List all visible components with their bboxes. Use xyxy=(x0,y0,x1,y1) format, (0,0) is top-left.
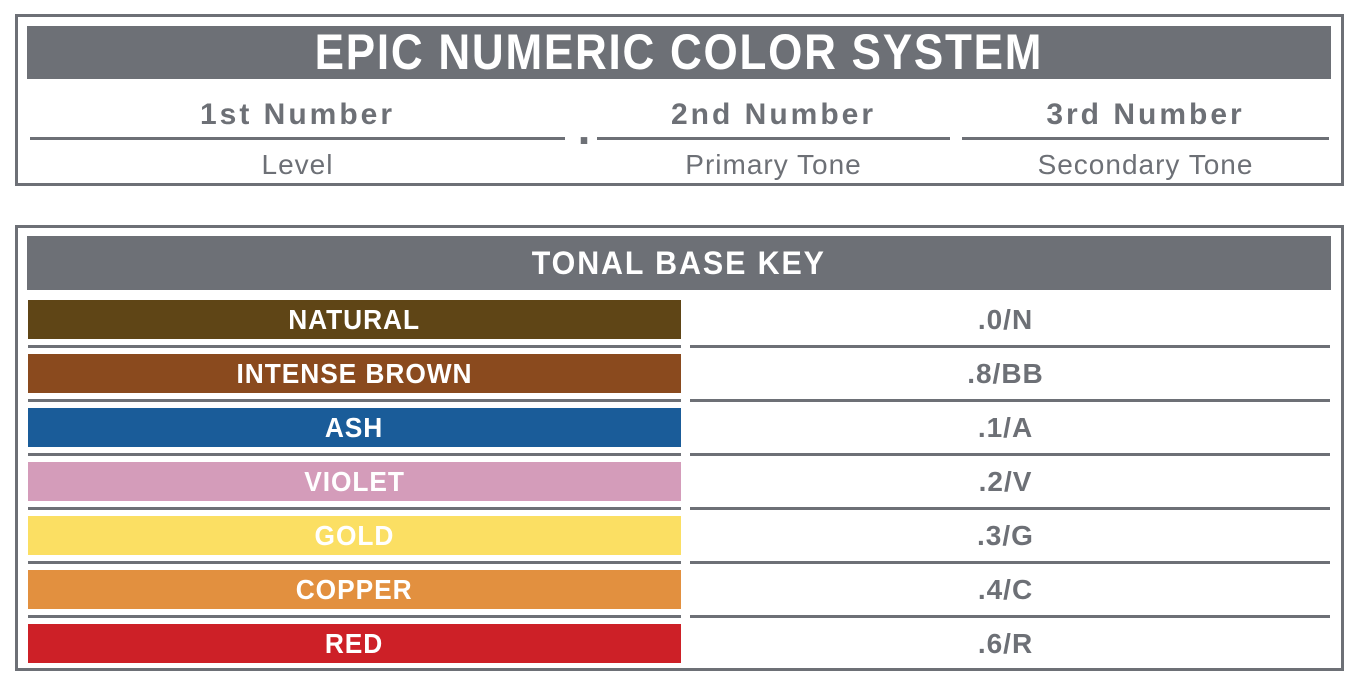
second-number-meaning: Primary Tone xyxy=(685,149,862,180)
first-number-meaning: Level xyxy=(261,149,334,180)
color-swatch-gold: GOLD xyxy=(28,516,681,555)
tonal-row-gold: GOLD .3/G xyxy=(28,516,1330,570)
tone-code: .8/BB xyxy=(967,358,1044,389)
row-divider xyxy=(28,561,1330,564)
number-legend: 1st Number Level 2nd Number Primary Tone… xyxy=(18,79,1341,181)
swatch-label: COPPER xyxy=(296,573,413,605)
tonal-row-ash: ASH .1/A xyxy=(28,408,1330,462)
first-number-heading: 1st Number xyxy=(199,98,396,131)
key-title-bar: TONAL BASE KEY xyxy=(27,236,1331,290)
third-number-meaning: Secondary Tone xyxy=(1037,149,1254,180)
row-divider xyxy=(28,399,1330,402)
column-third-number: 3rd Number Secondary Tone xyxy=(962,95,1329,181)
third-number-heading: 3rd Number xyxy=(1046,98,1245,131)
row-divider xyxy=(28,507,1330,510)
tone-code: .6/R xyxy=(977,628,1034,659)
second-number-underline xyxy=(597,137,950,140)
tonal-base-key-panel: TONAL BASE KEY NATURAL .0/N INTENSE BROW… xyxy=(15,225,1344,671)
page-title: EPIC NUMERIC COLOR SYSTEM xyxy=(314,26,1044,79)
color-swatch-intense-brown: INTENSE BROWN xyxy=(28,354,681,393)
tone-code: .1/A xyxy=(977,412,1034,443)
tonal-row-intense-brown: INTENSE BROWN .8/BB xyxy=(28,354,1330,408)
decimal-separator-dot: . xyxy=(577,102,591,154)
second-number-heading: 2nd Number xyxy=(670,98,877,131)
swatch-label: ASH xyxy=(325,411,384,443)
tone-code: .0/N xyxy=(977,304,1034,335)
first-number-underline xyxy=(30,137,565,140)
swatch-label: INTENSE BROWN xyxy=(236,357,473,389)
tonal-row-red: RED .6/R xyxy=(28,624,1330,663)
tone-code: .4/C xyxy=(977,574,1034,605)
color-swatch-copper: COPPER xyxy=(28,570,681,609)
row-divider xyxy=(28,453,1330,456)
panel-title-bar: EPIC NUMERIC COLOR SYSTEM xyxy=(27,26,1331,79)
tonal-rows: NATURAL .0/N INTENSE BROWN .8/BB xyxy=(18,290,1341,663)
numeric-system-panel: EPIC NUMERIC COLOR SYSTEM 1st Number Lev… xyxy=(15,14,1344,186)
third-number-underline xyxy=(962,137,1329,140)
tone-code: .3/G xyxy=(977,520,1034,551)
tonal-row-copper: COPPER .4/C xyxy=(28,570,1330,624)
row-divider xyxy=(28,345,1330,348)
column-second-number: 2nd Number Primary Tone xyxy=(597,95,950,181)
key-title: TONAL BASE KEY xyxy=(531,245,827,281)
tonal-row-violet: VIOLET .2/V xyxy=(28,462,1330,516)
swatch-label: NATURAL xyxy=(288,303,421,335)
swatch-label: RED xyxy=(325,627,384,659)
tonal-row-natural: NATURAL .0/N xyxy=(28,300,1330,354)
swatch-label: VIOLET xyxy=(304,465,405,497)
swatch-label: GOLD xyxy=(314,519,395,551)
row-divider xyxy=(28,615,1330,618)
tone-code: .2/V xyxy=(978,466,1033,497)
color-swatch-violet: VIOLET xyxy=(28,462,681,501)
color-swatch-ash: ASH xyxy=(28,408,681,447)
color-swatch-natural: NATURAL xyxy=(28,300,681,339)
color-swatch-red: RED xyxy=(28,624,681,663)
column-first-number: 1st Number Level xyxy=(30,95,565,181)
